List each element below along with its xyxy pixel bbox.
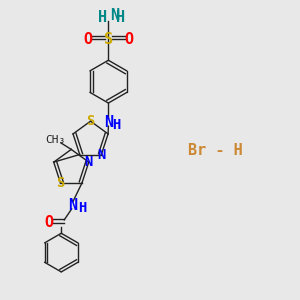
Text: H: H	[112, 118, 120, 132]
Text: N: N	[110, 8, 119, 23]
Text: N: N	[97, 148, 106, 161]
Text: CH₃: CH₃	[45, 136, 65, 146]
Text: O: O	[45, 215, 54, 230]
Text: N: N	[104, 115, 113, 130]
Text: S: S	[104, 32, 113, 47]
Text: O: O	[124, 32, 134, 47]
Text: O: O	[83, 32, 92, 47]
Text: H: H	[78, 201, 86, 215]
Text: N: N	[69, 197, 78, 212]
Text: S: S	[56, 176, 64, 190]
Text: S: S	[86, 114, 95, 128]
Text: N: N	[85, 155, 93, 169]
Text: H: H	[98, 10, 107, 25]
Text: Br - H: Br - H	[188, 142, 243, 158]
Text: H: H	[116, 10, 125, 25]
